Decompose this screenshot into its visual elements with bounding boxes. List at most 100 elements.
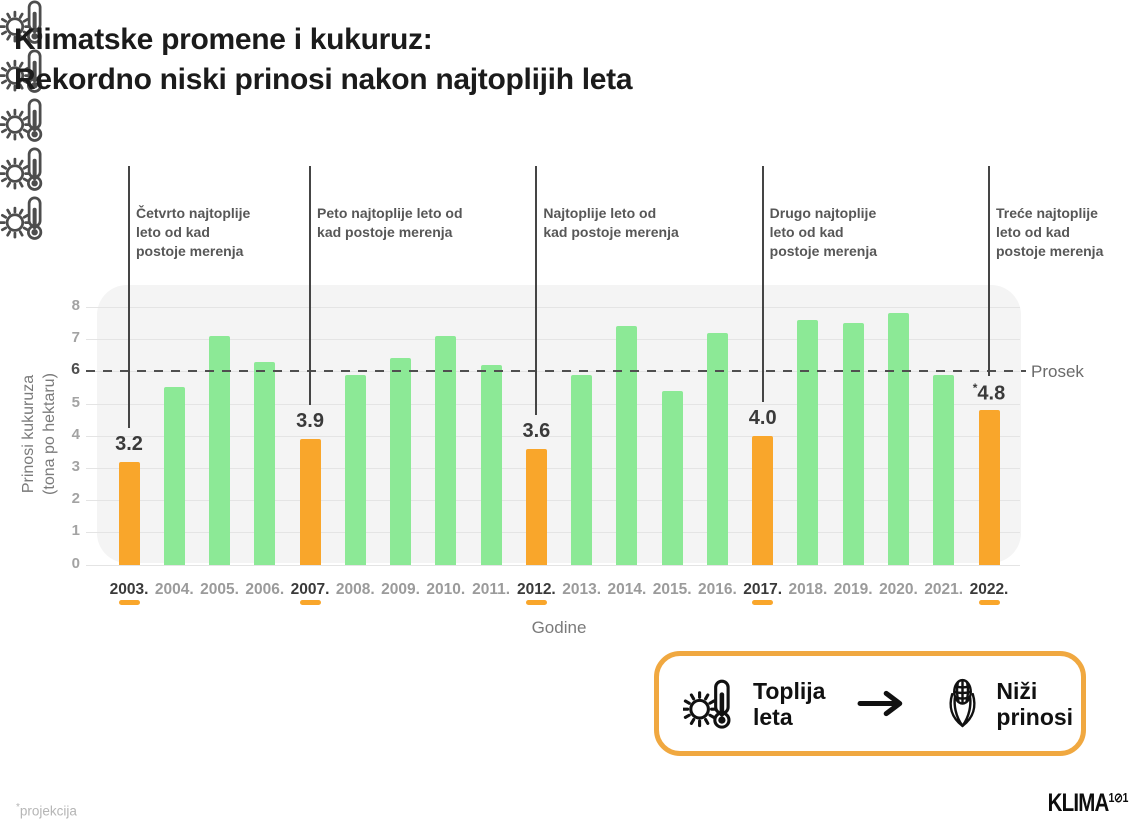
gridline-0	[86, 564, 1020, 566]
legend-warm-label: Toplija leta	[753, 677, 826, 730]
gridline-2	[86, 500, 1020, 502]
x-tick-label-2013: 2013.	[562, 581, 602, 598]
bar-2006	[254, 361, 276, 565]
bar-2010	[435, 335, 457, 565]
x-tick-label-2006: 2006.	[245, 581, 285, 598]
bar-2019	[842, 323, 864, 565]
bar-2012	[525, 448, 547, 565]
annotation-text-2017: Drugo najtoplije leto od kad postoje mer…	[769, 205, 878, 259]
klima101-logo: KLIMA1⊘1	[1047, 789, 1129, 818]
x-tick-label-2003: 2003.	[109, 581, 149, 598]
x-tick-label-2008: 2008.	[335, 581, 375, 598]
annotation-text-2012: Najtoplije leto od kad postoje merenja	[543, 205, 679, 240]
footnote: *projekcija	[16, 802, 77, 819]
annotation-text-2007: Peto najtoplije leto od kad postoje mere…	[317, 205, 463, 240]
title-line-1: Klimatske promene i kukuruz:	[14, 23, 433, 56]
x-tick-underline-2017	[752, 600, 774, 605]
x-tick-label-2012: 2012.	[516, 581, 556, 598]
x-tick-underline-2003	[118, 600, 140, 605]
x-tick-label-2004: 2004.	[154, 581, 194, 598]
bar-value-label-2007: 3.9	[296, 409, 324, 432]
logo-superscript: 1⊘1	[1108, 790, 1128, 805]
x-tick-label-2015: 2015.	[652, 581, 692, 598]
y-tick-label-7: 7	[71, 329, 80, 347]
gridline-5	[86, 403, 1020, 405]
bar-2009	[390, 358, 412, 565]
y-axis-title: Prinosi kukuruza (tona po hektaru)	[20, 373, 58, 495]
bar-2014	[616, 326, 638, 565]
annotation-line-2022	[988, 166, 990, 376]
annotation-group-2012: Najtoplije leto od kad postoje merenja	[0, 98, 1140, 415]
x-tick-label-2020: 2020.	[879, 581, 918, 598]
x-tick-label-2019: 2019.	[833, 581, 873, 598]
legend-yield-label: Niži prinosi	[996, 677, 1074, 730]
x-tick-label-2009: 2009.	[381, 581, 420, 598]
corn-icon	[941, 678, 984, 729]
bar-2007	[299, 438, 321, 565]
x-axis-title: Godine	[531, 618, 587, 637]
logo-text: KLIMA	[1047, 789, 1110, 817]
sun-thermometer-icon	[0, 49, 1140, 98]
average-line	[86, 370, 1026, 372]
bar-value-label-2003: 3.2	[115, 432, 143, 455]
title-line-2: Rekordno niski prinosi nakon najtoplijih…	[14, 63, 633, 96]
gridline-7	[86, 339, 1020, 341]
x-tick-label-2018: 2018.	[788, 581, 828, 598]
bar-2004	[163, 387, 185, 565]
bar-value-label-2017: 4.0	[748, 406, 777, 429]
footnote-text: projekcija	[19, 803, 77, 818]
sun-thermometer-icon	[0, 147, 1140, 196]
arrow-right-icon	[855, 688, 909, 719]
sun-thermometer-icon	[0, 98, 1140, 147]
bar-value-label-2012: 3.6	[522, 419, 551, 442]
gridline-8	[86, 306, 1020, 308]
annotation-line-2012	[535, 166, 538, 415]
x-tick-label-2014: 2014.	[607, 581, 647, 598]
bar-2008	[344, 374, 366, 565]
x-tick-underline-2007	[299, 600, 321, 605]
annotation-group-2007: Peto najtoplije leto od kad postoje mere…	[0, 49, 1140, 405]
sun-thermometer-icon	[683, 679, 739, 729]
page-title: Klimatske promene i kukuruz: Rekordno ni…	[14, 20, 633, 100]
annotation-line-2007	[309, 166, 312, 405]
gridline-1	[86, 532, 1020, 534]
bar-2011	[480, 364, 502, 565]
x-tick-underline-2012	[525, 600, 547, 605]
bar-2017	[752, 435, 774, 565]
bar-2018	[797, 319, 819, 565]
x-tick-label-2021: 2021.	[924, 581, 964, 598]
bar-2003	[118, 461, 140, 565]
bar-2020	[888, 313, 909, 565]
annotation-group-2003: Četvrto najtoplije leto od kad postoje m…	[0, 0, 1140, 428]
y-tick-label-8: 8	[71, 296, 80, 314]
y-tick-label-5: 5	[71, 393, 80, 411]
bar-2005	[209, 335, 230, 565]
y-tick-label-4: 4	[71, 425, 80, 443]
x-tick-label-2010: 2010.	[426, 581, 466, 598]
projection-asterisk: *	[972, 380, 978, 395]
annotation-line-2003	[128, 166, 130, 428]
x-tick-underline-2022	[978, 600, 1000, 605]
x-tick-label-2022: 2022.	[969, 581, 1009, 598]
bar-2015	[661, 390, 683, 565]
y-tick-label-0: 0	[71, 554, 80, 572]
gridline-3	[86, 467, 1020, 469]
bar-2013	[571, 374, 593, 565]
bar-2021	[933, 374, 955, 565]
x-tick-label-2005: 2005.	[200, 581, 239, 598]
bar-value-label-2022: *4.8	[972, 380, 1006, 405]
bar-2022	[978, 409, 1000, 565]
bar-2016	[706, 332, 728, 565]
annotation-text-2003: Četvrto najtoplije leto od kad postoje m…	[136, 205, 251, 259]
annotation-group-2022: Treće najtoplije leto od kad postoje mer…	[0, 166, 1140, 376]
y-tick-label-1: 1	[71, 522, 80, 540]
sun-thermometer-icon	[0, 0, 1140, 49]
y-tick-label-6: 6	[71, 361, 80, 379]
x-tick-label-2007: 2007.	[290, 581, 330, 598]
footnote-marker: *	[16, 801, 20, 813]
y-tick-label-3: 3	[71, 457, 80, 475]
x-tick-label-2011: 2011.	[472, 581, 511, 598]
legend: Toplija leta Niži prinosi	[654, 651, 1086, 756]
annotation-text-2022: Treće najtoplije leto od kad postoje mer…	[995, 205, 1104, 259]
